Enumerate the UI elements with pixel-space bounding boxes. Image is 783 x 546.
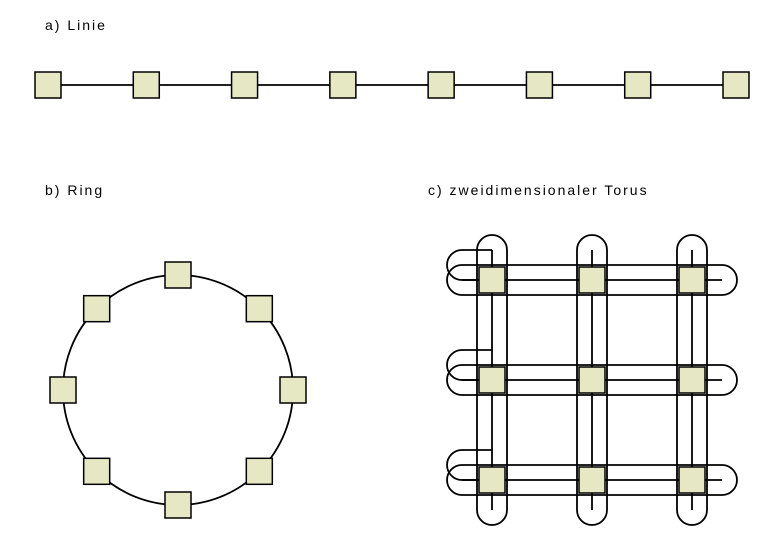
ring-node (165, 492, 191, 518)
ring-node (84, 458, 110, 484)
ring-node (246, 458, 272, 484)
ring-node (280, 377, 306, 403)
linie-node (625, 72, 651, 98)
ring-node (84, 296, 110, 322)
torus-node (579, 367, 605, 393)
torus-node (579, 267, 605, 293)
linie-node (232, 72, 258, 98)
torus-node (479, 367, 505, 393)
label-c: c) zweidimensionaler Torus (428, 182, 649, 198)
label-a: a) Linie (45, 17, 107, 33)
linie-node (428, 72, 454, 98)
linie-node (133, 72, 159, 98)
torus-node (679, 267, 705, 293)
linie-node (35, 72, 61, 98)
torus-node (679, 467, 705, 493)
ring-node (165, 262, 191, 288)
torus-node (579, 467, 605, 493)
torus-node (679, 367, 705, 393)
ring-node (246, 296, 272, 322)
linie-node (723, 72, 749, 98)
linie-node (330, 72, 356, 98)
torus-node (479, 267, 505, 293)
label-b: b) Ring (45, 182, 104, 198)
torus-node (479, 467, 505, 493)
ring-node (50, 377, 76, 403)
linie-node (526, 72, 552, 98)
